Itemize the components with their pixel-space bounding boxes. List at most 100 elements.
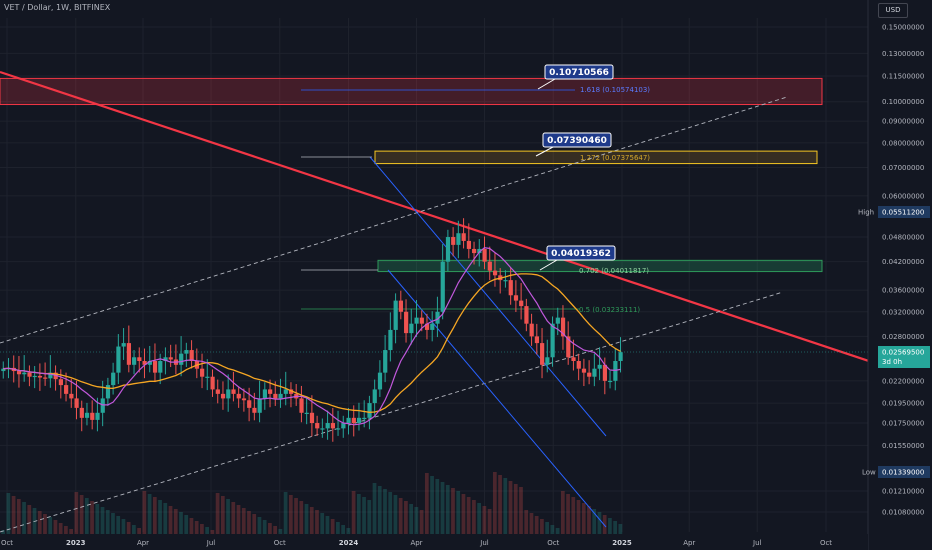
candle-body	[393, 300, 398, 330]
candle-body	[451, 237, 456, 245]
time-tick-label: Oct	[1, 539, 13, 547]
ma-slow-line	[3, 273, 621, 413]
low-marker-label: Low	[862, 469, 876, 477]
candle-body	[90, 412, 95, 420]
candle-body	[205, 376, 210, 378]
candle-body	[602, 364, 608, 381]
candle-body	[69, 393, 74, 399]
price-callout-label: 0.04019362	[551, 249, 611, 259]
fib-level-label: 1.618 (0.10574103)	[580, 86, 650, 94]
current-price-countdown: 3d 0h	[882, 358, 902, 366]
candle-body	[48, 372, 53, 379]
candle-body	[43, 377, 48, 379]
candle-body	[116, 346, 121, 373]
currency-button[interactable]: USD	[878, 3, 908, 18]
volume-bar	[419, 510, 424, 548]
volume-bar	[466, 497, 471, 548]
candle-body	[189, 350, 194, 362]
candle-body	[142, 361, 147, 365]
volume-bar	[90, 501, 94, 548]
price-tick-label: 0.02800000	[882, 333, 924, 341]
fib-level-label: 0.5 (0.03233111)	[579, 306, 640, 314]
volume-bar	[608, 518, 612, 548]
volume-bar	[95, 504, 100, 548]
candle-body	[137, 357, 142, 362]
candle-body	[472, 248, 477, 254]
candle-body	[315, 423, 320, 429]
callout-arrow	[537, 78, 556, 90]
current-price-box	[878, 346, 930, 368]
down-channel-upper	[369, 156, 607, 437]
candle-body	[414, 317, 419, 324]
volume-bar	[581, 503, 586, 548]
candle-body	[461, 233, 466, 241]
candle-body	[22, 372, 27, 375]
price-tick-label: 0.10000000	[882, 98, 924, 106]
candle-body	[32, 375, 37, 378]
candle-body	[445, 237, 451, 262]
volume-bar	[48, 517, 53, 548]
volume-bar	[356, 494, 361, 548]
candle-body	[132, 357, 137, 365]
volume-bar	[534, 516, 539, 548]
candles	[1, 218, 623, 442]
volume-bar	[571, 497, 576, 548]
price-tick-label: 0.03200000	[882, 308, 924, 316]
candle-body	[184, 350, 189, 354]
volume-bar	[220, 496, 225, 548]
candle-body	[508, 280, 513, 296]
volume-bar	[440, 482, 445, 548]
candle-body	[84, 412, 90, 418]
volume-bar	[362, 497, 366, 548]
current-price-value: 0.02569500	[882, 349, 924, 357]
volume-bar	[288, 495, 293, 548]
volume-bar	[372, 483, 377, 548]
candle-body	[388, 329, 393, 351]
volume-bar	[43, 514, 47, 548]
candle-body	[257, 398, 262, 413]
volume-bar	[367, 500, 372, 548]
volume-bar	[215, 493, 220, 548]
candle-body	[105, 385, 111, 399]
price-tick-label: 0.01750000	[882, 420, 924, 428]
price-tick-label: 0.03600000	[882, 287, 924, 295]
volume-bar	[472, 500, 476, 548]
volume-bar	[498, 475, 502, 548]
candle-body	[163, 357, 168, 362]
time-tick-label: Apr	[410, 539, 422, 547]
volume-bar	[414, 507, 419, 548]
candle-body	[419, 317, 424, 324]
symbol-title: VET / Dollar, 1W, BITFINEX	[4, 3, 111, 12]
candle-body	[398, 300, 404, 312]
volume-bar	[16, 499, 21, 548]
candle-body	[1, 368, 6, 372]
volume-bar	[393, 495, 398, 548]
candle-body	[377, 372, 383, 390]
candle-body	[404, 311, 409, 334]
callout-arrow	[535, 146, 554, 157]
time-axis: Oct 2023 Apr Jul Oct 2024 Apr Jul Oct 2025 Apr Jul O…	[0, 534, 868, 550]
candle-body	[152, 361, 158, 373]
volume-bar	[576, 500, 581, 548]
time-axis-bg	[0, 534, 868, 550]
volume-bar	[152, 497, 157, 548]
volume-bar	[27, 505, 32, 548]
resistance-line	[0, 70, 932, 384]
candle-body	[126, 343, 132, 365]
candle-body	[492, 270, 498, 276]
candle-body	[215, 389, 220, 394]
candle-body	[325, 423, 330, 429]
volume-bar	[247, 511, 251, 548]
candle-body	[466, 240, 472, 249]
volume-bar	[173, 509, 178, 548]
volume-bar	[404, 501, 408, 548]
volume-bar	[540, 519, 544, 548]
candle-body	[210, 376, 215, 390]
candle-body	[383, 350, 388, 373]
volume-bar	[451, 488, 455, 548]
target-zone-red	[0, 77, 823, 106]
price-tick-label: 0.11500000	[882, 72, 924, 80]
candle-body	[100, 398, 105, 413]
price-tick-label: 0.13000000	[882, 50, 924, 58]
